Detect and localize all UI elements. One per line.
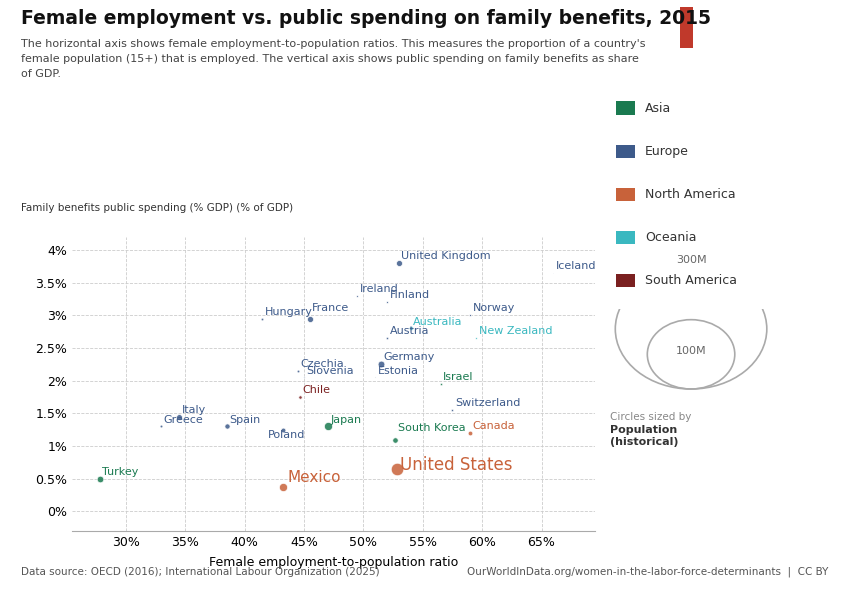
Point [392,259,405,268]
Point [93,475,106,484]
Point [275,425,289,434]
X-axis label: Female employment-to-population ratio: Female employment-to-population ratio [209,556,458,569]
Point [463,311,477,320]
Text: Slovenia: Slovenia [306,365,354,376]
Text: Finland: Finland [389,290,429,301]
Text: Iceland: Iceland [556,261,597,271]
Point [388,435,402,445]
Text: Italy: Italy [182,405,206,415]
Text: 100M: 100M [676,346,706,356]
Point [303,314,317,323]
Point [404,323,417,333]
Text: OurWorldInData.org/women-in-the-labor-force-determinants  |  CC BY: OurWorldInData.org/women-in-the-labor-fo… [468,566,829,577]
Point [390,464,404,474]
Text: Japan: Japan [330,415,361,425]
Text: Oceania: Oceania [645,231,697,244]
Text: Female employment vs. public spending on family benefits, 2015: Female employment vs. public spending on… [21,9,711,28]
Text: France: France [312,304,349,313]
Point [350,291,364,301]
Text: Family benefits public spending (% GDP) (% of GDP): Family benefits public spending (% GDP) … [21,203,293,213]
Point [155,422,168,431]
Point [298,373,311,382]
Text: Chile: Chile [303,385,331,395]
Point [321,422,335,431]
Point [275,482,289,491]
Text: Circles sized by: Circles sized by [610,412,692,422]
Text: Europe: Europe [645,145,689,158]
Text: South America: South America [645,274,737,287]
Text: Spain: Spain [230,415,260,425]
Text: Poland: Poland [269,430,306,440]
Text: Asia: Asia [645,101,672,115]
Text: Estonia: Estonia [377,365,418,376]
Point [256,314,269,323]
Text: Norway: Norway [473,304,515,313]
Text: Mexico: Mexico [287,470,341,485]
Bar [680,7,693,48]
Text: New Zealand: New Zealand [479,326,552,337]
Text: Switzerland: Switzerland [455,398,520,408]
Text: United States: United States [400,456,513,474]
Text: 300M: 300M [676,254,706,265]
Text: North America: North America [645,188,736,201]
Point [463,428,477,438]
Text: The horizontal axis shows female employment-to-population ratios. This measures : The horizontal axis shows female employm… [21,39,646,79]
Point [445,406,459,415]
Point [368,373,382,382]
Text: South Korea: South Korea [398,423,466,433]
Point [293,392,307,402]
Point [469,334,483,343]
Text: Ireland: Ireland [360,284,399,294]
Point [292,366,305,376]
Text: Czechia: Czechia [300,359,344,369]
Text: Hungary: Hungary [264,307,313,317]
Text: Our World: Our World [729,15,789,25]
Point [380,298,394,307]
Point [173,412,186,421]
Point [434,379,447,389]
Point [547,268,560,278]
Text: Canada: Canada [473,421,515,431]
Text: United Kingdom: United Kingdom [401,251,491,261]
Text: Population: Population [610,425,677,435]
Text: Turkey: Turkey [102,467,139,478]
Text: (historical): (historical) [610,437,679,448]
Text: Austria: Austria [389,326,429,337]
Text: Greece: Greece [164,415,203,425]
Point [374,359,388,369]
Text: Australia: Australia [413,317,462,326]
Text: in Data: in Data [738,32,780,42]
Point [380,334,394,343]
Text: Israel: Israel [443,372,473,382]
Point [220,422,234,431]
Text: Germany: Germany [383,352,435,362]
Text: Data source: OECD (2016); International Labour Organization (2025): Data source: OECD (2016); International … [21,567,380,577]
